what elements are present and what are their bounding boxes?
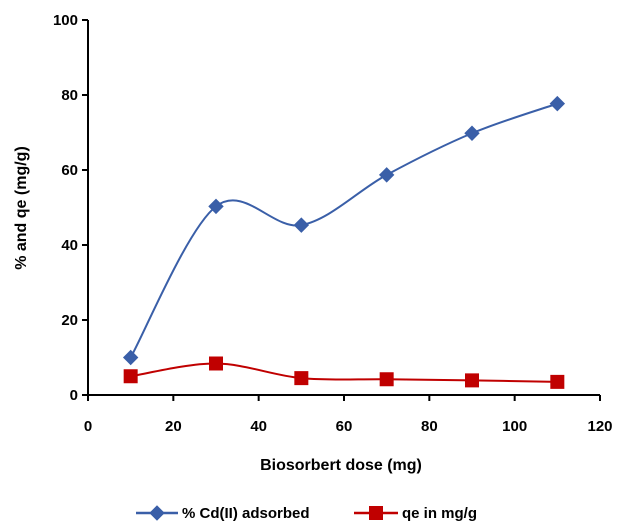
data-point-marker — [549, 95, 566, 112]
x-tick-label: 20 — [165, 418, 182, 435]
x-tick-label: 60 — [336, 418, 353, 435]
y-tick-label: 60 — [61, 162, 78, 179]
axes: 0 20 40 60 80 100 0 20 40 60 80 100 120 — [53, 12, 613, 435]
data-point-marker — [293, 217, 310, 233]
series-layer — [122, 95, 566, 389]
x-tick-label: 80 — [421, 418, 438, 435]
legend-label: % Cd(II) adsorbed — [182, 505, 310, 522]
y-tick-label: 80 — [61, 87, 78, 104]
series-line — [130, 362, 558, 383]
legend-swatch-marker — [369, 506, 383, 520]
x-tick-label: 100 — [502, 418, 527, 435]
data-point-marker — [208, 198, 224, 215]
data-point-marker — [378, 167, 395, 183]
x-axis-label: Biosorbert dose (mg) — [260, 457, 422, 474]
y-axis-label: % and qe (mg/g) — [13, 146, 30, 270]
legend-label: qe in mg/g — [402, 505, 477, 522]
series-line — [129, 102, 558, 358]
data-point-marker — [294, 371, 309, 386]
y-tick-label: 20 — [61, 312, 78, 329]
data-point-marker — [464, 125, 480, 141]
y-tick-label: 100 — [53, 12, 78, 29]
legend-item: qe in mg/g — [354, 505, 477, 522]
legend: % Cd(II) adsorbed qe in mg/g — [136, 505, 477, 522]
data-point-marker — [209, 356, 223, 371]
y-tick-label: 40 — [61, 237, 78, 254]
data-point-marker — [122, 349, 139, 366]
data-point-marker — [550, 374, 565, 389]
x-tick-label: 40 — [250, 418, 267, 435]
x-tick-label: 120 — [587, 418, 612, 435]
legend-swatch-marker — [149, 505, 165, 521]
y-tick-label: 0 — [70, 387, 78, 404]
series-1 — [122, 95, 566, 366]
series-2 — [123, 356, 565, 389]
data-point-marker — [465, 373, 479, 388]
data-point-marker — [379, 372, 394, 387]
data-point-marker — [123, 369, 138, 384]
x-tick-label: 0 — [84, 418, 92, 435]
legend-item: % Cd(II) adsorbed — [136, 505, 310, 522]
